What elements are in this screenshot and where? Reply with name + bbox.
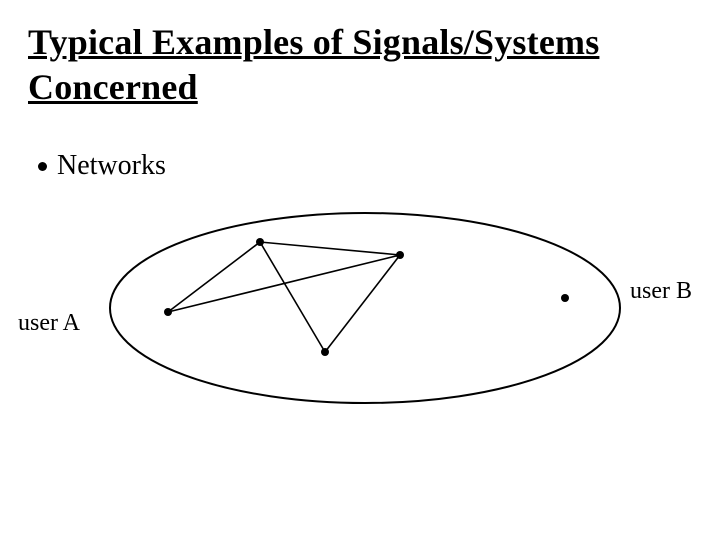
edge-n1-n2 [260, 242, 400, 255]
node-A [164, 308, 172, 316]
label-user-b: user B [630, 278, 692, 305]
network-diagram [0, 0, 720, 540]
slide: Typical Examples of Signals/Systems Conc… [0, 0, 720, 540]
node-n2 [396, 251, 404, 259]
label-user-a: user A [18, 310, 80, 337]
edge-A-n2 [168, 255, 400, 312]
node-B [561, 294, 569, 302]
edge-n2-n3 [325, 255, 400, 352]
node-n1 [256, 238, 264, 246]
edge-n1-n3 [260, 242, 325, 352]
node-n3 [321, 348, 329, 356]
